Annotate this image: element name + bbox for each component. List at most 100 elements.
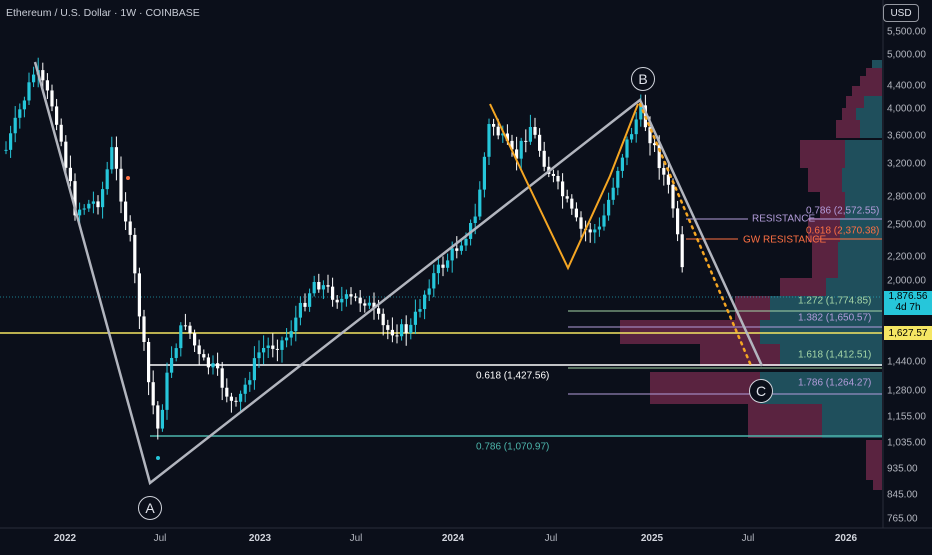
candle-body (321, 285, 325, 290)
candle-body (349, 294, 353, 297)
candle-body (27, 82, 31, 101)
price-tick: 2,800.00 (887, 191, 926, 203)
price-tick: 1,155.00 (887, 411, 926, 423)
price-tick: 3,600.00 (887, 130, 926, 142)
candle-body (165, 372, 169, 410)
candle-body (105, 169, 109, 190)
candle-body (528, 126, 532, 142)
candle-body (404, 324, 408, 334)
candle-body (32, 74, 36, 83)
candle-body (510, 140, 514, 150)
candle-body (22, 100, 26, 110)
time-tick: 2026 (834, 533, 858, 544)
candle-body (666, 174, 670, 185)
time-tick: 2022 (53, 533, 77, 544)
candle-body (179, 325, 183, 349)
candle-body (55, 106, 59, 125)
candle-body (82, 208, 86, 210)
candle-body (211, 363, 215, 368)
candle-body (308, 293, 312, 307)
candle-body (680, 234, 684, 268)
candle-body (533, 126, 537, 135)
time-tick: Jul (349, 533, 363, 544)
price-tick: 845.00 (887, 489, 918, 501)
candle-body (257, 352, 261, 359)
candle-body (188, 325, 192, 334)
candle-body (239, 393, 243, 402)
candle-body (289, 331, 293, 338)
candle-body (78, 209, 82, 216)
candle-body (432, 273, 436, 289)
candle-body (294, 317, 298, 332)
candle-body (418, 309, 422, 312)
candle-body (229, 396, 233, 401)
currency-button[interactable]: USD (883, 4, 919, 22)
candle-body (202, 354, 206, 358)
candle-body (505, 133, 509, 141)
candle-body (542, 150, 546, 167)
candle-body (234, 400, 238, 402)
candle-body (298, 302, 302, 318)
candle-body (243, 384, 247, 394)
candle-body (478, 189, 482, 217)
candle-body (579, 217, 583, 229)
price-tick: 2,000.00 (887, 275, 926, 287)
candle-body (446, 260, 450, 268)
candle-body (340, 298, 344, 303)
candle-body (50, 90, 54, 107)
projection-dotted-line (638, 102, 754, 370)
candle-body (630, 134, 634, 140)
candle-body (18, 109, 22, 118)
price-tick: 4,000.00 (887, 103, 926, 115)
price-tick: 1,035.00 (887, 437, 926, 449)
candle-body (427, 288, 431, 295)
candle-body (206, 357, 210, 368)
candle-body (400, 324, 404, 337)
candle-body (611, 187, 615, 200)
candle-body (73, 181, 77, 216)
candle-body (275, 348, 279, 350)
candle-body (147, 341, 151, 383)
price-tick: 3,200.00 (887, 158, 926, 170)
candle-body (59, 124, 63, 142)
candle-body (335, 299, 339, 303)
candle-body (570, 198, 574, 209)
price-tick: 5,500.00 (887, 26, 926, 38)
candle-body (634, 119, 638, 135)
candle-body (331, 286, 335, 300)
candle-body (620, 157, 624, 171)
ext-1618-label: 1.618 (1,412.51) (798, 349, 872, 361)
candle-body (174, 348, 178, 358)
candle-body (538, 134, 542, 151)
candle-body (395, 335, 399, 337)
candle-body (450, 248, 454, 261)
last-price-tag: 1,876.56 4d 7h (884, 291, 932, 315)
candle-body (648, 127, 652, 144)
candle-body (193, 333, 197, 346)
candle-body (501, 133, 505, 136)
price-tick: 765.00 (887, 513, 918, 525)
candle-body (473, 216, 477, 224)
candle-body (160, 409, 164, 429)
candle-body (119, 168, 123, 202)
candle-body (197, 345, 201, 355)
candle-body (91, 201, 95, 204)
candle-body (556, 175, 560, 182)
candle-body (266, 345, 270, 348)
time-tick: 2025 (640, 533, 664, 544)
price-tick: 935.00 (887, 463, 918, 475)
yellow-line-price-tag: 1,627.57 (884, 326, 932, 340)
candle-body (602, 215, 606, 227)
candle-body (183, 325, 187, 327)
candle-body (124, 201, 128, 222)
candle-body (381, 313, 385, 326)
candle-body (459, 245, 463, 251)
candle-body (616, 170, 620, 188)
candle-body (280, 340, 284, 350)
candle-body (657, 145, 661, 169)
candle-body (271, 345, 275, 349)
candle-body (9, 133, 13, 150)
candle-body (367, 302, 371, 306)
candle-body (358, 297, 362, 304)
